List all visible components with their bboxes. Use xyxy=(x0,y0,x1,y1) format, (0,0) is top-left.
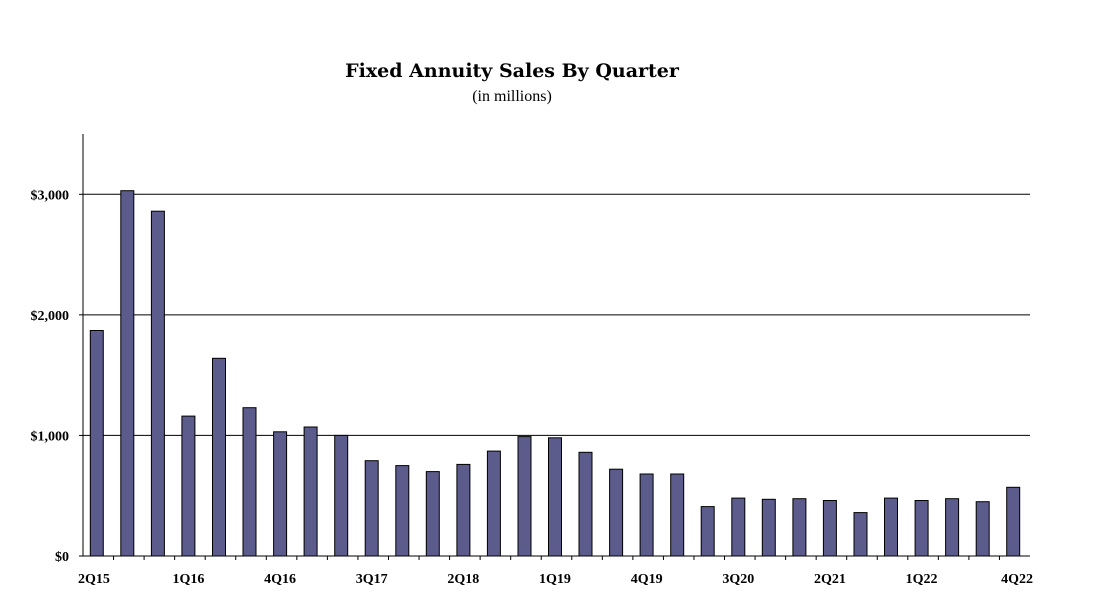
bar-3Q20 xyxy=(731,497,746,557)
chart-subtitle: (in millions) xyxy=(472,88,552,105)
bar-1Q17 xyxy=(303,426,318,557)
bar-2Q19 xyxy=(578,451,593,557)
bar-2Q18 xyxy=(456,463,471,557)
y-tick-label: $1,000 xyxy=(31,429,70,444)
bar-1Q20 xyxy=(670,473,685,557)
bar-3Q17 xyxy=(364,460,379,557)
bar-1Q21 xyxy=(792,498,807,557)
bar-4Q15 xyxy=(150,210,165,557)
y-axis-labels: $0 $1,000 $2,000 $3,000 xyxy=(31,188,70,565)
bar-1Q18 xyxy=(425,471,440,557)
bar-3Q19 xyxy=(609,468,624,557)
bar-4Q20 xyxy=(761,498,776,557)
bar-4Q21 xyxy=(884,497,898,557)
x-tick-label: 1Q16 xyxy=(172,572,204,587)
bar-4Q19 xyxy=(639,473,654,557)
bar-2Q21 xyxy=(822,500,837,557)
y-tick-label: $0 xyxy=(55,550,69,565)
bar-4Q17 xyxy=(395,465,410,557)
bar-2Q20 xyxy=(700,506,715,557)
bar-3Q16 xyxy=(242,407,257,557)
x-tick-label: 3Q20 xyxy=(722,572,754,587)
bar-1Q22 xyxy=(914,500,929,557)
x-axis-labels: 2Q15 1Q16 4Q16 3Q17 2Q18 1Q19 4Q19 3Q20 2Q21 1Q22… xyxy=(78,572,1033,587)
bar-1Q19 xyxy=(548,437,562,557)
bar-2Q22 xyxy=(945,498,960,557)
bar-2Q16 xyxy=(212,357,226,557)
bar-4Q22 xyxy=(1006,486,1021,557)
x-tick-label: 2Q21 xyxy=(814,572,846,587)
x-tick-label: 4Q22 xyxy=(1001,572,1033,587)
bar-3Q22 xyxy=(975,501,990,557)
y-tick-label: $3,000 xyxy=(31,188,70,203)
x-tick-label: 1Q19 xyxy=(539,572,571,587)
bar-3Q18 xyxy=(486,450,501,557)
bar-1Q16 xyxy=(181,415,196,557)
x-tick-label: 4Q16 xyxy=(264,572,296,587)
bar-3Q15 xyxy=(120,190,135,557)
x-tick-label: 1Q22 xyxy=(906,572,938,587)
bars xyxy=(89,190,1021,557)
x-tick-label: 2Q18 xyxy=(447,572,479,587)
x-tick-label: 2Q15 xyxy=(78,572,110,587)
bar-2Q17 xyxy=(334,434,349,557)
bar-2Q15 xyxy=(89,330,104,557)
axes xyxy=(79,134,1030,560)
chart-title: Fixed Annuity Sales By Quarter xyxy=(345,60,679,82)
bar-3Q21 xyxy=(853,512,868,557)
x-tick-label: 3Q17 xyxy=(356,572,388,587)
bar-4Q16 xyxy=(273,431,288,557)
y-tick-label: $2,000 xyxy=(31,309,70,324)
x-tick-label: 4Q19 xyxy=(631,572,663,587)
bar-4Q18 xyxy=(517,436,532,557)
grid-lines xyxy=(83,193,1030,436)
